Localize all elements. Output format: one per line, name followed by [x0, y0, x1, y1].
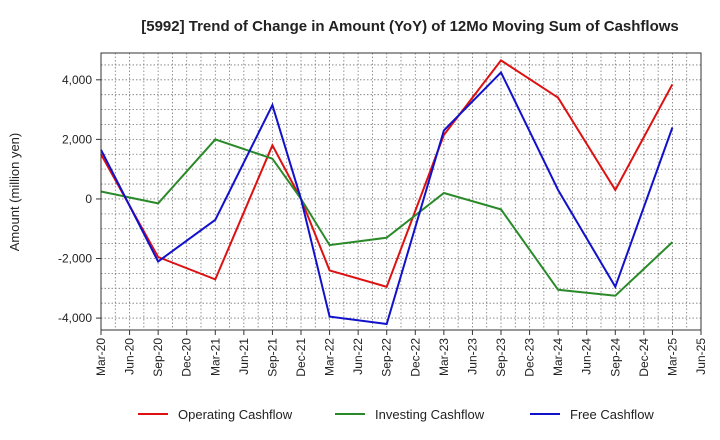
x-tick-label: Dec-20 [180, 338, 194, 377]
x-tick-label: Sep-23 [494, 338, 508, 377]
y-tick-label: -2,000 [58, 252, 92, 266]
x-tick-label: Jun-23 [465, 338, 479, 375]
chart-title: [5992] Trend of Change in Amount (YoY) o… [141, 18, 679, 35]
x-tick-label: Jun-20 [123, 338, 137, 375]
y-tick-label: 2,000 [62, 132, 92, 146]
x-tick-label: Mar-20 [94, 338, 108, 376]
x-tick-label: Dec-23 [523, 338, 537, 377]
x-tick-label: Sep-22 [380, 338, 394, 377]
series-line-free-cashflow [100, 70, 674, 326]
y-axis-label: Amount (million yen) [7, 133, 22, 252]
x-tick-label: Dec-22 [408, 338, 422, 377]
grid-layer [100, 53, 702, 330]
x-tick-label: Mar-22 [323, 338, 337, 376]
x-tick-label: Mar-25 [665, 338, 679, 376]
x-tick-label: Jun-24 [580, 338, 594, 375]
y-tick-label: 4,000 [62, 73, 92, 87]
x-tick-label: Sep-21 [265, 338, 279, 377]
y-tick-label: 0 [85, 192, 92, 206]
x-tick-label: Mar-23 [437, 338, 451, 376]
x-tick-label: Jun-22 [351, 338, 365, 375]
x-tick-label: Jun-21 [237, 338, 251, 375]
series-layer [100, 59, 674, 326]
x-tick-label: Sep-24 [608, 338, 622, 377]
x-tick-label: Dec-24 [637, 338, 651, 377]
legend-label-investing-cashflow: Investing Cashflow [375, 407, 485, 422]
series-line-operating-cashflow [100, 59, 674, 289]
legend: Operating Cashflow Investing Cashflow Free… [138, 407, 654, 422]
x-tick-label: Mar-21 [208, 338, 222, 376]
x-tick-label: Jun-25 [694, 338, 708, 375]
x-tick-label: Mar-24 [551, 338, 565, 376]
legend-label-free-cashflow: Free Cashflow [570, 407, 654, 422]
x-tick-label: Dec-21 [294, 338, 308, 377]
x-tick-label: Sep-20 [151, 338, 165, 377]
legend-label-operating-cashflow: Operating Cashflow [178, 407, 293, 422]
plot-frame [100, 52, 702, 331]
y-tick-label: -4,000 [58, 311, 92, 325]
series-line-investing-cashflow [100, 138, 674, 297]
